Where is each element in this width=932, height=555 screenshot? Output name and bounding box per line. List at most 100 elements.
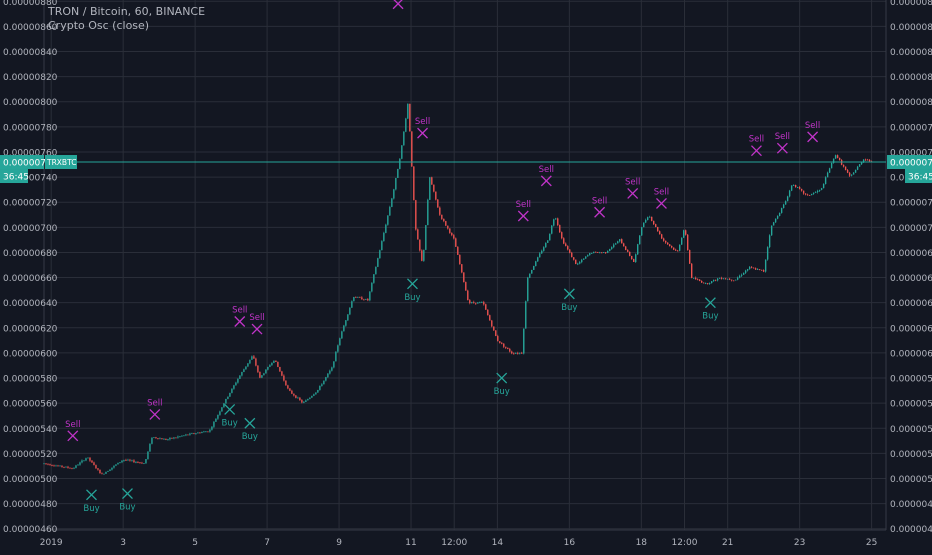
right-countdown-badge: [905, 169, 932, 184]
y-tick-label-right: 0.00000560: [890, 400, 932, 410]
y-tick-label-right: 0.00000860: [890, 23, 932, 33]
sell-label: Sell: [147, 398, 162, 408]
candle-body: [541, 250, 543, 254]
y-tick-label-right: 0.00000880: [890, 0, 932, 8]
buy-marker-stroke: [122, 488, 133, 500]
candle-body: [407, 103, 409, 119]
candle-body: [808, 195, 811, 196]
sell-signal: Sell: [249, 313, 265, 335]
candle-body: [848, 172, 851, 176]
buy-signal: Buy: [494, 372, 510, 397]
candle-body: [509, 348, 511, 352]
candle-body: [429, 177, 431, 200]
candle-body: [856, 166, 859, 170]
candle-body: [844, 166, 847, 170]
sell-marker-stroke: [392, 0, 403, 10]
right-price-axis[interactable]: 0.00000460 0.00000480 0.00000500 0.00000520…: [890, 0, 932, 535]
left-countdown: 36:45: [3, 173, 29, 183]
candle-body: [651, 216, 653, 221]
candle-body: [495, 330, 497, 337]
time-axis[interactable]: 2019 3 5 7 9 11 12:00 14 16 18 12:00 21 23 25: [40, 538, 878, 548]
candle-body: [497, 336, 499, 342]
candle-body: [537, 257, 539, 262]
candle-body: [569, 249, 571, 253]
candle-body: [57, 465, 59, 467]
candle-body: [716, 278, 719, 281]
buy-signal: Buy: [222, 403, 238, 428]
y-tick-label-right: 0.00000600: [890, 349, 932, 359]
candle-body: [830, 162, 833, 169]
left-price-axis[interactable]: 0.00000460 0.00000480 0.00000500 0.00000520…: [3, 0, 58, 535]
candle-body: [115, 464, 117, 466]
sell-signal: Sell: [749, 135, 764, 157]
candle-body: [581, 259, 583, 263]
candle-body: [676, 250, 679, 252]
candle-body: [105, 471, 107, 474]
candle-body: [389, 206, 391, 216]
x-tick-label: 18: [636, 538, 648, 548]
candle-body: [563, 238, 565, 244]
candle-body: [193, 433, 195, 435]
candle-body: [812, 192, 815, 194]
candle-body: [401, 145, 403, 159]
candle-body: [756, 269, 759, 270]
candle-body: [555, 218, 557, 220]
candle-body: [637, 244, 639, 255]
candle-body: [776, 216, 779, 219]
candle-body: [439, 207, 441, 215]
buy-signal: Buy: [404, 278, 421, 303]
candle-body: [125, 459, 127, 461]
y-tick-label-right: 0.00000500: [890, 475, 932, 485]
candle-body: [403, 131, 405, 146]
sell-marker-stroke: [627, 187, 639, 199]
candle-body: [818, 189, 821, 191]
candle-body: [521, 352, 523, 354]
left-price-value: 0.00000752: [3, 159, 57, 169]
candle-body: [467, 290, 469, 301]
sell-label: Sell: [539, 165, 554, 175]
candle-body: [826, 172, 829, 178]
candle-body: [692, 277, 695, 279]
y-tick-label-right: 0.00000640: [890, 299, 932, 309]
y-tick-label-right: 0.00000820: [890, 73, 932, 83]
candle-body: [87, 457, 89, 459]
candle-body: [305, 400, 307, 402]
candle-body: [257, 365, 259, 372]
candle-body: [854, 169, 857, 173]
candle-body: [421, 250, 423, 261]
candle-body: [259, 371, 261, 378]
y-tick-label-left: 0.00000680: [3, 249, 58, 259]
candle-body: [153, 437, 155, 439]
candle-body: [431, 177, 433, 185]
candle-body: [283, 375, 285, 381]
candle-body: [79, 462, 81, 465]
candle-body: [387, 215, 389, 225]
candle-body: [51, 465, 53, 467]
candle-body: [247, 363, 249, 367]
candle-body: [780, 208, 783, 213]
candle-body: [71, 468, 73, 470]
candle-body: [505, 346, 507, 348]
candle-body: [589, 253, 591, 256]
candle-body: [83, 460, 85, 462]
sell-signal: Sell: [415, 117, 430, 139]
candle-body: [209, 429, 211, 432]
candle-body: [277, 361, 279, 367]
candle-body: [645, 220, 647, 223]
buy-label: Buy: [242, 432, 258, 442]
candle-body: [730, 279, 733, 281]
candle-body: [137, 462, 139, 463]
candle-body: [307, 399, 309, 401]
candle-body: [67, 466, 69, 468]
candle-body: [489, 315, 491, 321]
candle-body: [275, 360, 277, 362]
candle-body: [583, 258, 585, 260]
y-tick-label-right: 0.00000620: [890, 324, 932, 334]
y-tick-label-left: 0.00000740: [3, 174, 58, 184]
x-tick-label: 21: [722, 538, 733, 548]
candle-body: [163, 438, 165, 440]
candle-body: [367, 298, 369, 301]
